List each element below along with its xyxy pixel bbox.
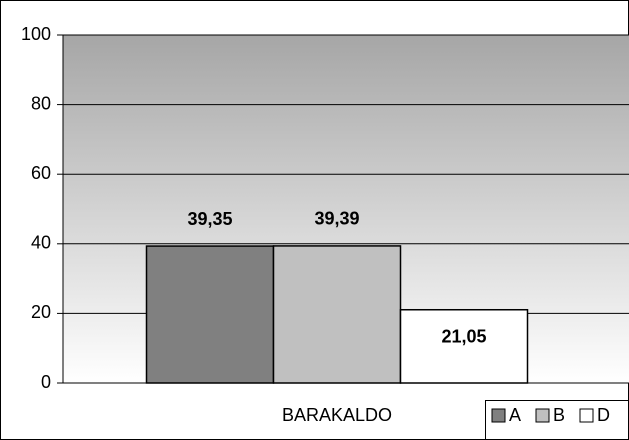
y-tick-label: 0 (41, 372, 51, 392)
bar (145, 245, 275, 384)
bar (399, 308, 529, 384)
legend-label: D (597, 405, 610, 425)
y-tick-label: 60 (31, 163, 51, 183)
legend-swatch (535, 408, 550, 423)
legend-label: B (553, 405, 565, 425)
y-tick-label: 80 (31, 93, 51, 113)
legend-swatch (579, 408, 594, 423)
x-tick-label: BARAKALDO (282, 405, 392, 425)
y-tick-label: 100 (21, 24, 51, 44)
y-tick-label: 40 (31, 233, 51, 253)
data-label: 21,05 (441, 326, 486, 346)
data-label: 39,35 (187, 209, 232, 229)
legend-swatch (491, 408, 506, 423)
legend-label: A (509, 405, 521, 425)
y-tick-label: 20 (31, 302, 51, 322)
data-label: 39,39 (314, 209, 359, 229)
bar (272, 245, 402, 384)
